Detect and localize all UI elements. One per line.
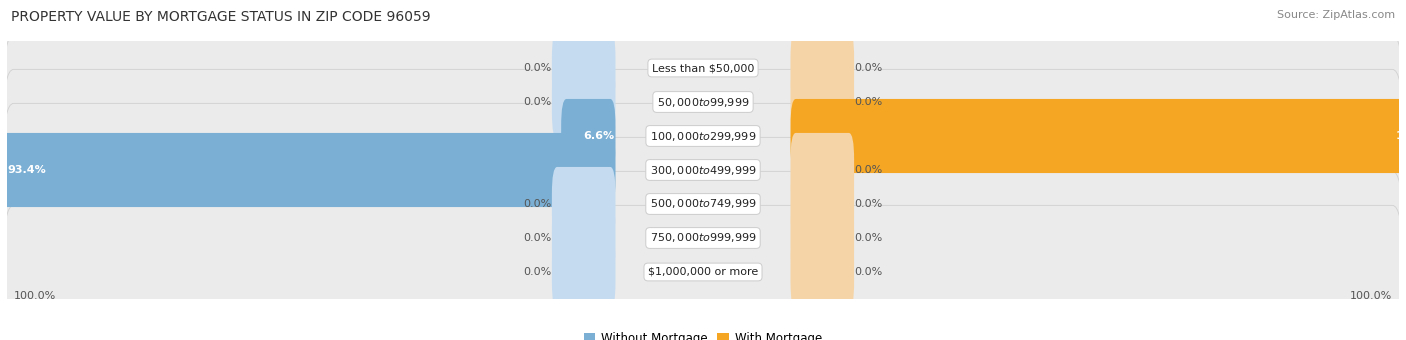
Text: Less than $50,000: Less than $50,000 [652,63,754,73]
Text: 6.6%: 6.6% [583,131,614,141]
FancyBboxPatch shape [553,201,616,275]
Text: 93.4%: 93.4% [7,165,46,175]
Text: 0.0%: 0.0% [853,233,883,243]
Text: Source: ZipAtlas.com: Source: ZipAtlas.com [1277,10,1395,20]
FancyBboxPatch shape [553,31,616,105]
Text: 0.0%: 0.0% [853,63,883,73]
Text: 0.0%: 0.0% [523,63,553,73]
FancyBboxPatch shape [790,235,853,309]
Text: 100.0%: 100.0% [1350,291,1392,302]
Text: 100.0%: 100.0% [1396,131,1406,141]
FancyBboxPatch shape [4,35,1402,169]
Text: 100.0%: 100.0% [14,291,56,302]
FancyBboxPatch shape [553,65,616,139]
FancyBboxPatch shape [4,171,1402,305]
FancyBboxPatch shape [4,69,1402,203]
FancyBboxPatch shape [4,205,1402,339]
Text: $50,000 to $99,999: $50,000 to $99,999 [657,96,749,108]
FancyBboxPatch shape [4,1,1402,135]
Text: $1,000,000 or more: $1,000,000 or more [648,267,758,277]
Text: 0.0%: 0.0% [853,97,883,107]
Text: 0.0%: 0.0% [523,97,553,107]
Text: $500,000 to $749,999: $500,000 to $749,999 [650,198,756,210]
Legend: Without Mortgage, With Mortgage: Without Mortgage, With Mortgage [579,328,827,340]
Text: $300,000 to $499,999: $300,000 to $499,999 [650,164,756,176]
Text: $750,000 to $999,999: $750,000 to $999,999 [650,232,756,244]
FancyBboxPatch shape [790,99,1406,173]
FancyBboxPatch shape [790,167,853,241]
FancyBboxPatch shape [790,65,853,139]
Text: 0.0%: 0.0% [853,267,883,277]
Text: 0.0%: 0.0% [523,233,553,243]
Text: 0.0%: 0.0% [853,165,883,175]
Text: PROPERTY VALUE BY MORTGAGE STATUS IN ZIP CODE 96059: PROPERTY VALUE BY MORTGAGE STATUS IN ZIP… [11,10,430,24]
Text: 0.0%: 0.0% [523,267,553,277]
FancyBboxPatch shape [4,103,1402,237]
FancyBboxPatch shape [790,201,853,275]
FancyBboxPatch shape [4,137,1402,271]
Text: 0.0%: 0.0% [853,199,883,209]
FancyBboxPatch shape [0,133,616,207]
Text: 0.0%: 0.0% [523,199,553,209]
FancyBboxPatch shape [553,167,616,241]
FancyBboxPatch shape [790,31,853,105]
FancyBboxPatch shape [553,235,616,309]
Text: $100,000 to $299,999: $100,000 to $299,999 [650,130,756,142]
FancyBboxPatch shape [790,133,853,207]
FancyBboxPatch shape [561,99,616,173]
